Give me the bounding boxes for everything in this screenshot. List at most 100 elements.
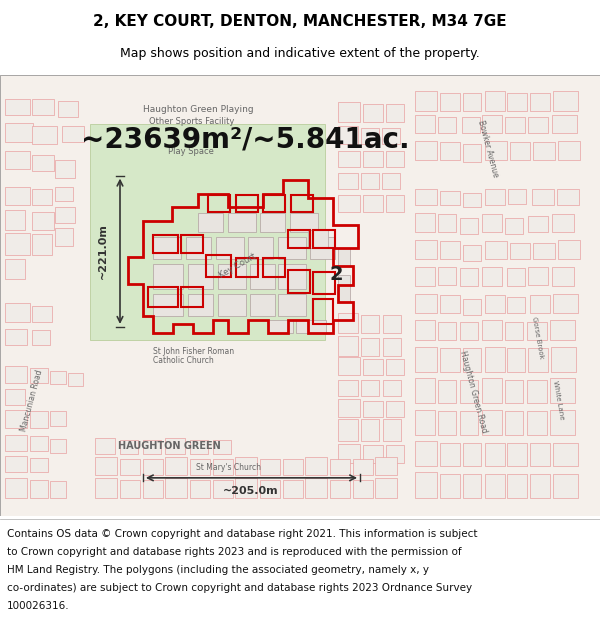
- Bar: [120, 459, 140, 475]
- Bar: [460, 268, 478, 286]
- Bar: [143, 440, 161, 454]
- Bar: [55, 188, 73, 201]
- Bar: [507, 93, 527, 111]
- Bar: [505, 218, 523, 234]
- Bar: [190, 459, 210, 475]
- Bar: [278, 237, 306, 259]
- Bar: [305, 457, 327, 475]
- Text: 2: 2: [329, 265, 343, 284]
- Bar: [505, 380, 523, 403]
- Bar: [440, 348, 460, 372]
- Bar: [361, 380, 379, 396]
- Text: Other Sports Facility: Other Sports Facility: [149, 118, 235, 126]
- Bar: [415, 409, 435, 435]
- Bar: [181, 288, 203, 307]
- Bar: [553, 442, 578, 466]
- Bar: [550, 321, 575, 340]
- Bar: [363, 151, 383, 167]
- Bar: [338, 151, 360, 167]
- Bar: [363, 446, 383, 464]
- Bar: [5, 99, 30, 116]
- Bar: [375, 478, 397, 498]
- Bar: [510, 243, 530, 259]
- Bar: [5, 435, 27, 451]
- Bar: [530, 93, 550, 111]
- Bar: [550, 378, 575, 403]
- Bar: [218, 294, 246, 316]
- Bar: [383, 315, 401, 333]
- Polygon shape: [90, 124, 325, 340]
- Bar: [550, 409, 575, 435]
- Bar: [463, 299, 481, 315]
- Bar: [5, 409, 27, 428]
- Text: Haughton Green Playing: Haughton Green Playing: [143, 104, 253, 114]
- Bar: [507, 442, 527, 466]
- Bar: [68, 372, 83, 386]
- Bar: [288, 270, 310, 292]
- Text: HM Land Registry. The polygons (including the associated geometry, namely x, y: HM Land Registry. The polygons (includin…: [7, 565, 429, 575]
- Bar: [482, 266, 502, 286]
- Bar: [143, 459, 163, 475]
- Bar: [338, 357, 360, 376]
- Bar: [463, 442, 481, 466]
- Bar: [310, 237, 335, 259]
- Text: co-ordinates) are subject to Crown copyright and database rights 2023 Ordnance S: co-ordinates) are subject to Crown copyr…: [7, 583, 472, 593]
- Bar: [153, 294, 183, 316]
- Bar: [188, 264, 213, 289]
- Bar: [533, 142, 555, 161]
- Bar: [383, 380, 401, 396]
- Bar: [553, 294, 578, 313]
- Text: ~205.0m: ~205.0m: [223, 486, 279, 496]
- Bar: [415, 347, 437, 372]
- Bar: [30, 436, 48, 451]
- Bar: [263, 196, 285, 212]
- Bar: [260, 459, 280, 475]
- Bar: [485, 141, 507, 161]
- Bar: [296, 319, 326, 333]
- Bar: [415, 213, 435, 232]
- Bar: [213, 459, 233, 475]
- Text: Play Space: Play Space: [168, 147, 214, 156]
- Bar: [361, 128, 379, 144]
- Bar: [143, 479, 163, 498]
- Text: St Mary's Church: St Mary's Church: [196, 462, 260, 472]
- Bar: [338, 196, 360, 212]
- Bar: [148, 288, 178, 307]
- Bar: [5, 233, 30, 255]
- Bar: [463, 192, 481, 208]
- Bar: [438, 411, 456, 435]
- Bar: [208, 196, 230, 212]
- Bar: [485, 347, 505, 372]
- Bar: [95, 478, 117, 498]
- Bar: [463, 245, 481, 261]
- Bar: [485, 91, 505, 111]
- Bar: [338, 419, 358, 441]
- Bar: [552, 116, 577, 134]
- Bar: [165, 457, 187, 475]
- Bar: [505, 118, 525, 134]
- Bar: [363, 359, 383, 376]
- Text: Contains OS data © Crown copyright and database right 2021. This information is : Contains OS data © Crown copyright and d…: [7, 529, 478, 539]
- Bar: [338, 313, 358, 333]
- Bar: [386, 104, 404, 122]
- Text: Catholic Church: Catholic Church: [153, 356, 214, 364]
- Bar: [32, 99, 54, 116]
- Bar: [440, 142, 460, 161]
- Bar: [283, 479, 303, 498]
- Bar: [32, 155, 54, 171]
- Bar: [50, 371, 66, 384]
- Bar: [291, 196, 313, 212]
- Text: ~23639m²/~5.841ac.: ~23639m²/~5.841ac.: [80, 126, 409, 154]
- Bar: [353, 459, 373, 475]
- Bar: [216, 237, 244, 259]
- Bar: [338, 248, 350, 266]
- Text: 100026316.: 100026316.: [7, 601, 70, 611]
- Text: Map shows position and indicative extent of the property.: Map shows position and indicative extent…: [120, 48, 480, 61]
- Bar: [507, 348, 525, 372]
- Bar: [386, 359, 404, 376]
- Bar: [32, 212, 54, 229]
- Bar: [528, 348, 548, 372]
- Bar: [361, 419, 379, 441]
- Bar: [50, 411, 66, 426]
- Bar: [260, 479, 280, 498]
